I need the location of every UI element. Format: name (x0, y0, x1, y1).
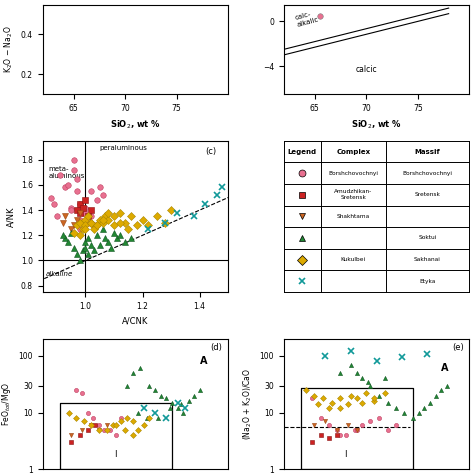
Text: I: I (344, 450, 347, 459)
Text: Soktui: Soktui (419, 236, 437, 240)
Text: calc-
alkalic: calc- alkalic (294, 9, 319, 28)
Text: A: A (200, 356, 208, 366)
Text: (d): (d) (211, 343, 223, 352)
Text: Borshchovochnyi: Borshchovochnyi (328, 171, 378, 176)
Text: peraluminous: peraluminous (100, 145, 147, 151)
X-axis label: A/CNK: A/CNK (122, 316, 148, 325)
Text: (c): (c) (206, 147, 217, 156)
Text: Legend: Legend (288, 149, 317, 155)
Text: Borshchovochnyi: Borshchovochnyi (402, 171, 453, 176)
Text: Etyka: Etyka (419, 279, 436, 283)
X-axis label: SiO$_2$, wt %: SiO$_2$, wt % (351, 118, 402, 131)
Y-axis label: FeO$_{tot}$/MgO: FeO$_{tot}$/MgO (0, 382, 13, 426)
Text: alkaline: alkaline (46, 271, 73, 276)
Text: Massif: Massif (415, 149, 440, 155)
Text: A: A (441, 364, 449, 374)
Text: I: I (115, 450, 117, 459)
Text: calcic: calcic (356, 64, 377, 73)
Y-axis label: K$_2$O $-$ Na$_2$O: K$_2$O $-$ Na$_2$O (3, 26, 15, 73)
Text: (e): (e) (452, 343, 464, 352)
Text: Amudzhikan-
Sretensk: Amudzhikan- Sretensk (334, 190, 373, 200)
X-axis label: SiO$_2$, wt %: SiO$_2$, wt % (110, 118, 161, 131)
Y-axis label: A/NK: A/NK (6, 206, 15, 227)
Text: Kukulbei: Kukulbei (341, 257, 366, 262)
Text: Shakhtama: Shakhtama (337, 214, 370, 219)
Text: Sretensk: Sretensk (415, 192, 440, 197)
Text: Sakhanai: Sakhanai (414, 257, 441, 262)
Text: meta-
aluminous: meta- aluminous (48, 166, 85, 179)
Text: Complex: Complex (336, 149, 370, 155)
Y-axis label: (Na$_2$O + K$_2$O)/CaO: (Na$_2$O + K$_2$O)/CaO (242, 368, 254, 440)
